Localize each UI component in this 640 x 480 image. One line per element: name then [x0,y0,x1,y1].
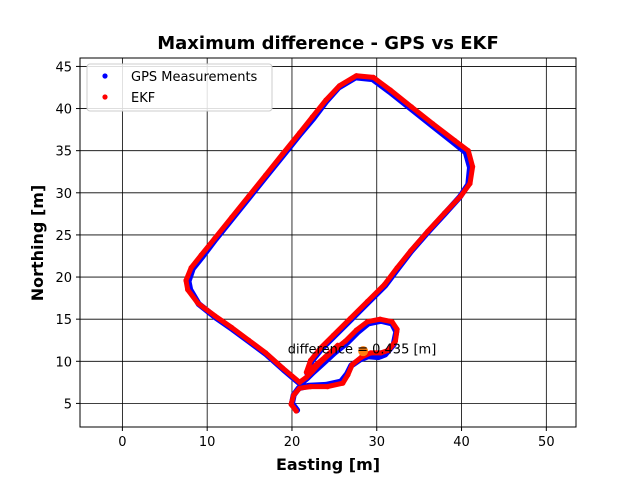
y-tick-label-5: 30 [55,187,72,202]
series-1-point-36 [229,214,235,220]
x-tick-label-3: 30 [368,435,385,450]
series-1-point-48 [430,121,436,127]
series-1-point-20 [330,348,336,354]
series-1-point-12 [386,347,392,353]
series-1-point-45 [370,74,376,80]
series-1-point-63 [308,357,314,363]
series-1-point-42 [323,97,329,103]
series-1-point-6 [340,380,346,386]
series-1-point-44 [353,73,359,79]
series-1-point-28 [229,325,235,331]
max-difference-point [358,346,369,357]
series-1-point-61 [330,332,337,338]
series-1-point-27 [246,337,252,343]
series-1-point-8 [349,362,355,368]
series-1-point-25 [280,365,286,371]
series-1-point-7 [345,372,351,378]
legend-box [86,63,273,112]
series-1-point-33 [188,265,194,271]
y-tick-label-3: 20 [55,271,72,286]
series-1-point-4 [308,384,314,390]
series-1-point-0 [293,408,299,414]
series-1-point-16 [377,316,383,322]
y-tick-label-1: 10 [55,355,72,370]
y-tick-label-7: 40 [55,103,72,118]
ticks: 0 10 20 30 40 50 5 10 15 20 25 30 35 40 45 [55,60,554,450]
y-tick-label-4: 25 [55,229,72,244]
series-0-point-11 [375,354,381,360]
chart-title: Maximum difference - GPS vs EKF [157,33,499,54]
series-1-point-29 [212,313,218,319]
series-1-point-41 [309,114,315,120]
series-1-point-52 [467,180,473,187]
series-1-point-15 [389,319,395,325]
x-tick-label-2: 20 [284,435,301,450]
series-1-point-67 [335,342,341,348]
y-tick-label-2: 15 [55,313,72,328]
x-tick-label-5: 50 [538,435,555,450]
series-1-point-46 [387,87,393,93]
series-1-point-66 [322,354,328,360]
legend-label-gps: GPS Measurements [131,70,258,85]
series-layer [183,73,476,414]
series-1-point-62 [318,345,324,351]
series-1-point-23 [303,374,309,380]
series-1-point-32 [183,277,189,283]
series-1-point-13 [392,338,398,344]
series-1-point-31 [185,287,191,293]
legend-marker-ekf [102,94,108,100]
legend-marker-gps [102,73,108,79]
y-tick-label-6: 35 [55,145,72,160]
series-1-point-51 [470,164,476,170]
series-1-point-18 [353,327,359,333]
series-1-point-19 [342,338,348,344]
series-1-point-35 [212,235,218,241]
series-1-point-5 [325,384,331,390]
series-1-point-1 [288,401,294,407]
x-tick-label-0: 0 [118,435,126,450]
series-1-point-59 [364,298,370,305]
difference-annotation: difference = 0.435 [m] [288,343,437,358]
series-1-point-17 [364,319,370,325]
series-1-point-60 [347,315,354,321]
series-1-point-55 [425,228,431,235]
series-1-point-24 [297,379,303,385]
x-tick-label-4: 40 [453,435,470,450]
series-1-point-58 [381,282,387,288]
legend-label-ekf: EKF [131,91,155,106]
series-1-point-56 [408,248,414,254]
x-tick-label-1: 10 [199,435,216,450]
series-1-point-40 [297,130,303,136]
axes-frame [79,57,577,428]
series-1-point-26 [263,350,269,356]
series-1-point-50 [465,148,471,154]
series-1-point-37 [246,193,252,199]
series-1-point-49 [452,138,458,144]
series-1-point-57 [394,265,400,271]
series-1-point-10 [368,350,374,356]
x-axis-label: Easting [m] [276,455,380,474]
legend: GPS Measurements EKF [86,63,273,112]
series-1-point-2 [291,392,297,398]
series-1-point-43 [336,83,342,89]
series-1-point-22 [309,368,315,374]
series-1-point-38 [263,172,269,178]
series-1-point-64 [303,369,309,375]
y-tick-label-0: 5 [64,397,72,412]
series-1-point-11 [378,350,384,356]
series-1-point-3 [297,385,303,391]
series-1-point-53 [458,193,464,199]
y-axis-label: Northing [m] [28,185,47,302]
series-1-point-21 [317,360,323,366]
series-1-point-47 [408,104,415,110]
y-tick-label-8: 45 [55,60,72,75]
grid [80,58,576,427]
series-1-point-30 [195,300,201,306]
series-1-point-65 [310,364,316,370]
series-1-point-54 [442,210,448,216]
series-1-point-39 [280,151,286,157]
series-1-point-34 [198,252,204,258]
series-1-point-14 [394,326,400,332]
